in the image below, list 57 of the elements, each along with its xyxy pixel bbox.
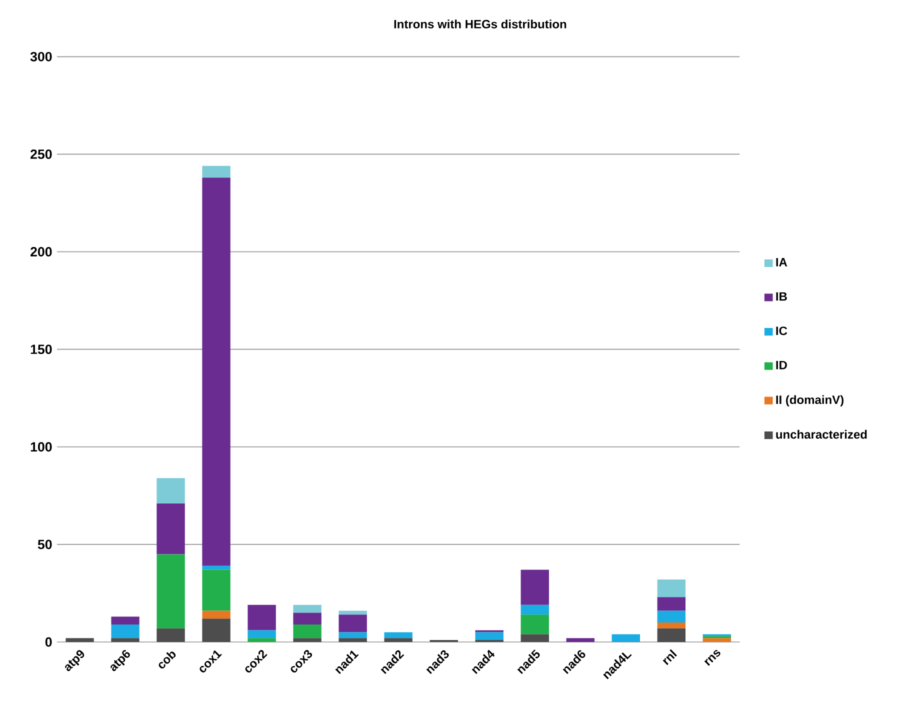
bar xyxy=(520,614,549,634)
bar xyxy=(520,604,549,615)
bar xyxy=(293,604,322,613)
chart-title: Introns with HEGs distribution xyxy=(394,20,566,28)
bar xyxy=(248,630,276,638)
x-tick-label: rnl xyxy=(662,649,677,666)
bar xyxy=(657,610,686,622)
x-tick-label: cob xyxy=(158,652,176,668)
bar xyxy=(338,638,367,642)
y-tick-label: 50 xyxy=(38,540,52,550)
bar xyxy=(657,580,686,598)
y-tick-label: 0 xyxy=(45,637,52,647)
bar xyxy=(156,478,185,504)
y-tick-label: 300 xyxy=(30,52,52,62)
x-tick-label: rns xyxy=(704,650,720,666)
bar xyxy=(156,554,185,628)
bar xyxy=(475,632,504,640)
bar xyxy=(111,624,140,638)
bar xyxy=(111,638,140,642)
bar xyxy=(657,628,686,642)
bar xyxy=(156,628,185,642)
bar xyxy=(520,634,549,642)
legend-label: IB xyxy=(776,292,787,301)
bar xyxy=(566,638,594,642)
legend-label: IA xyxy=(776,258,788,266)
bar xyxy=(293,624,322,638)
bar xyxy=(202,166,230,178)
y-tick-label: 150 xyxy=(30,344,52,354)
legend-label: II (domainV) xyxy=(776,395,844,406)
bar xyxy=(202,566,230,570)
bar xyxy=(248,638,276,642)
bar xyxy=(111,616,140,624)
bar xyxy=(66,638,94,642)
bar xyxy=(202,178,230,566)
bar xyxy=(612,634,640,642)
bar xyxy=(293,638,322,642)
bar xyxy=(702,638,732,642)
bar xyxy=(384,638,412,642)
legend-label: uncharacterized xyxy=(776,430,867,439)
bar xyxy=(657,622,686,628)
bar xyxy=(293,612,322,624)
bar xyxy=(657,597,686,611)
bar xyxy=(248,604,276,630)
bar xyxy=(338,632,367,638)
bar xyxy=(520,570,549,605)
bar xyxy=(202,570,230,611)
y-tick-label: 100 xyxy=(30,442,52,452)
bar xyxy=(202,610,230,619)
y-tick-label: 200 xyxy=(30,247,52,256)
legend-label: IC xyxy=(776,326,788,336)
bar xyxy=(156,503,185,554)
bar xyxy=(202,618,230,642)
bar xyxy=(338,614,367,632)
y-tick-label: 250 xyxy=(30,150,52,159)
bar xyxy=(384,632,412,638)
legend-label: ID xyxy=(776,360,787,370)
bar xyxy=(338,610,367,615)
